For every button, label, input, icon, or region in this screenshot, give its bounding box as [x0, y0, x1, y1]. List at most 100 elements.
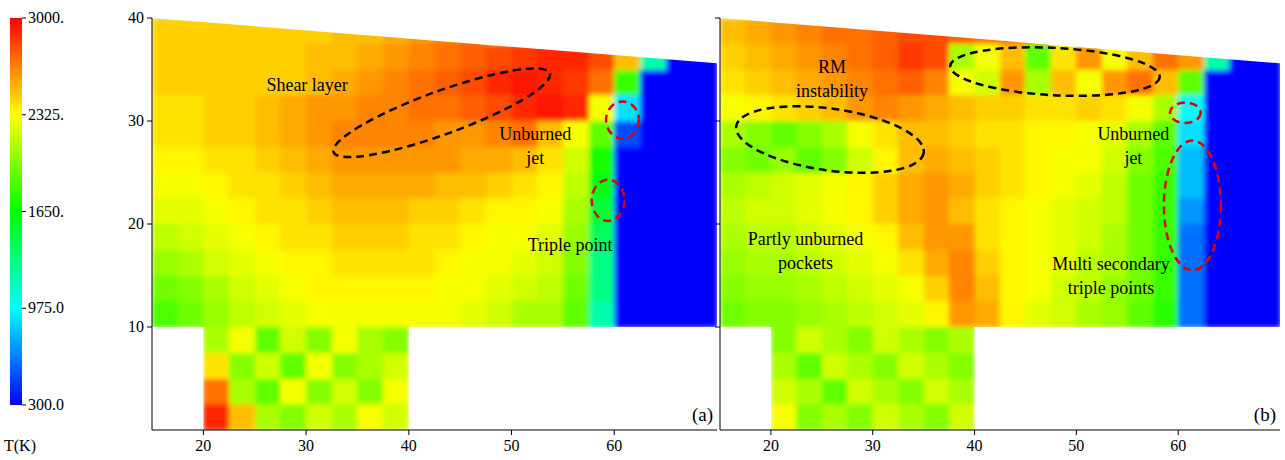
cell	[1025, 301, 1051, 327]
cell	[486, 70, 512, 96]
cell	[152, 147, 178, 173]
cell	[640, 70, 666, 96]
y-tick	[715, 327, 720, 328]
cell	[1076, 224, 1102, 250]
cell	[486, 276, 512, 302]
cell	[949, 301, 975, 327]
cell	[949, 198, 975, 224]
annotation-line: jet	[525, 148, 544, 168]
cell	[332, 173, 358, 199]
y-tick	[715, 121, 720, 122]
cell	[975, 95, 1001, 121]
cell	[152, 224, 178, 250]
cell	[1178, 44, 1204, 70]
cell	[745, 276, 771, 302]
cell	[745, 301, 771, 327]
annotation: RMinstability	[796, 57, 868, 101]
cell	[1229, 70, 1255, 96]
cell	[847, 404, 873, 430]
x-tick-label: 30	[298, 437, 314, 454]
cell	[898, 404, 924, 430]
cell	[460, 173, 486, 199]
cell	[1000, 250, 1026, 276]
cell	[537, 276, 563, 302]
cell	[796, 276, 822, 302]
colorbar-tick	[22, 308, 26, 309]
cell	[1255, 121, 1281, 147]
cell	[563, 44, 589, 70]
cell	[280, 353, 306, 379]
cell	[178, 95, 204, 121]
cell	[949, 121, 975, 147]
annotation: Unburned jet	[1097, 124, 1169, 168]
cell	[873, 70, 899, 96]
cell	[1076, 198, 1102, 224]
cell	[332, 301, 358, 327]
cell	[822, 404, 848, 430]
cell	[975, 18, 1001, 44]
cell	[640, 276, 666, 302]
cell	[332, 198, 358, 224]
cell	[1204, 198, 1230, 224]
cell	[306, 121, 332, 147]
cell	[771, 70, 797, 96]
cell	[306, 224, 332, 250]
cell	[383, 224, 409, 250]
colorbar-tick-label: 2325.	[28, 106, 64, 123]
cell	[512, 198, 538, 224]
cell	[1025, 95, 1051, 121]
plot-area	[152, 18, 718, 431]
cell	[720, 224, 746, 250]
cell	[1000, 301, 1026, 327]
annotation: Multi secondarytriple points	[1052, 254, 1169, 298]
cell	[640, 121, 666, 147]
cell	[666, 250, 692, 276]
cell	[178, 276, 204, 302]
y-tick	[147, 224, 152, 225]
annotation-line: jet	[1123, 148, 1142, 168]
cell	[720, 276, 746, 302]
cell	[1153, 147, 1179, 173]
cell	[332, 353, 358, 379]
cell	[306, 276, 332, 302]
colorbar-tick-label: 3000.	[28, 9, 64, 26]
colorbar	[10, 18, 22, 405]
cell	[1255, 224, 1281, 250]
cell	[691, 301, 717, 327]
cell	[306, 250, 332, 276]
cell	[924, 224, 950, 250]
annotation-line: Unburned	[1097, 124, 1169, 144]
annotation-line: triple points	[1068, 278, 1155, 298]
cell	[1025, 250, 1051, 276]
cell	[873, 44, 899, 70]
cell	[640, 250, 666, 276]
cell	[383, 353, 409, 379]
cell	[847, 276, 873, 302]
cell	[1204, 301, 1230, 327]
cell	[640, 224, 666, 250]
cell	[1229, 301, 1255, 327]
cell	[280, 250, 306, 276]
x-tick-label: 60	[1170, 437, 1186, 454]
cell	[589, 173, 615, 199]
cell	[614, 276, 640, 302]
cell	[666, 173, 692, 199]
cell	[255, 276, 281, 302]
cell	[822, 327, 848, 353]
cell	[1229, 224, 1255, 250]
cell	[1102, 198, 1128, 224]
cell	[435, 44, 461, 70]
cell	[332, 379, 358, 405]
cell	[1051, 95, 1077, 121]
cell	[203, 379, 229, 405]
cell	[435, 276, 461, 302]
cell	[873, 404, 899, 430]
cell	[898, 198, 924, 224]
cell	[796, 173, 822, 199]
colorbar-tick	[22, 18, 26, 19]
cell	[409, 224, 435, 250]
cell	[178, 250, 204, 276]
cell	[383, 404, 409, 430]
cell	[745, 121, 771, 147]
cell	[383, 44, 409, 70]
